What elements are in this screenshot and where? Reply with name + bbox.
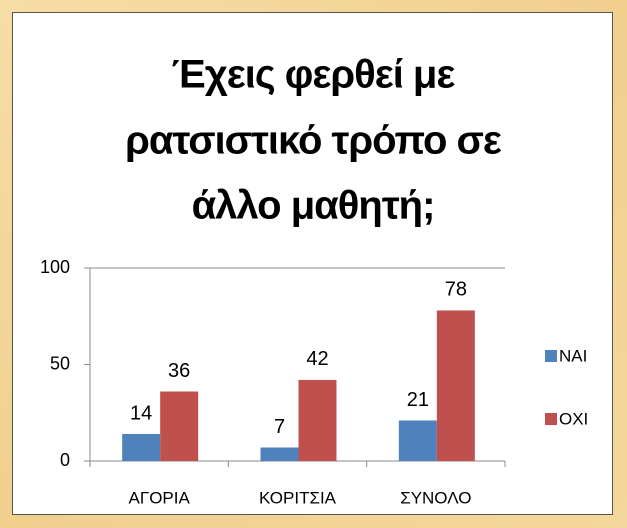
bar bbox=[160, 391, 199, 461]
value-label: 21 bbox=[407, 389, 429, 411]
bar bbox=[260, 447, 299, 461]
x-tick-label: ΣΥΝΟΛΟ bbox=[400, 488, 471, 507]
legend-label: ΝΑΙ bbox=[559, 346, 587, 365]
value-label: 36 bbox=[168, 360, 190, 382]
bar bbox=[398, 420, 437, 461]
y-tick-label: 100 bbox=[40, 257, 70, 277]
value-label: 42 bbox=[306, 348, 328, 370]
bar bbox=[436, 310, 475, 461]
legend-swatch bbox=[545, 350, 557, 362]
value-label: 7 bbox=[274, 416, 285, 438]
y-tick-label: 50 bbox=[50, 353, 70, 373]
value-label: 14 bbox=[130, 402, 152, 424]
x-tick-label: ΚΟΡΙΤΣΙΑ bbox=[259, 488, 337, 507]
y-tick-label: 0 bbox=[60, 450, 70, 470]
bar bbox=[122, 433, 161, 461]
chart-title: ρατσιστικό τρόπο σε bbox=[125, 119, 502, 163]
x-tick-label: ΑΓΟΡΙΑ bbox=[129, 488, 191, 507]
bar bbox=[298, 379, 337, 461]
legend-label: ΟΧΙ bbox=[559, 409, 588, 428]
value-label: 78 bbox=[445, 279, 467, 301]
chart-title: άλλο μαθητή; bbox=[192, 184, 435, 228]
legend-swatch bbox=[545, 413, 557, 425]
chart-title: Έχεις φερθεί με bbox=[172, 53, 456, 97]
